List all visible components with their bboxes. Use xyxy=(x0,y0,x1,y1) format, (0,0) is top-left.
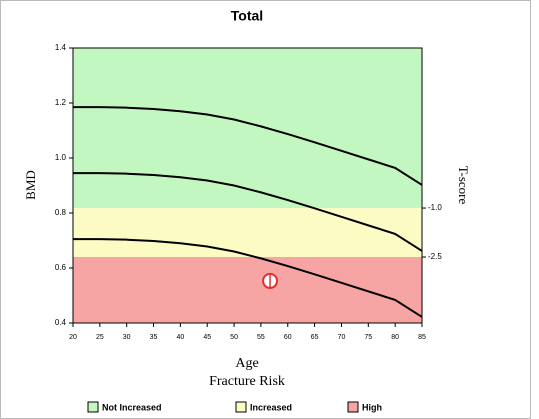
chart-title: Total xyxy=(231,8,263,24)
risk-band xyxy=(73,257,422,323)
y-tick-label: 1.0 xyxy=(55,153,67,162)
risk-band xyxy=(73,208,422,257)
y-tick-label: 1.2 xyxy=(55,98,67,107)
x-tick-label: 40 xyxy=(176,334,184,341)
reference-curve xyxy=(73,106,423,186)
x-tick-label: 50 xyxy=(230,334,238,341)
x-tick-label: 25 xyxy=(96,334,104,341)
x-tick-label: 30 xyxy=(123,334,131,341)
x-tick-label: 65 xyxy=(311,334,319,341)
y2-tick-label: -1.0 xyxy=(428,203,442,212)
x-tick-label: 60 xyxy=(284,334,292,341)
y-tick-label: 0.4 xyxy=(55,318,67,327)
legend-swatch xyxy=(235,401,247,413)
x-tick-label: 85 xyxy=(418,334,426,341)
x-tick-label: 45 xyxy=(203,334,211,341)
legend-label: Not Increased xyxy=(102,402,162,412)
x-tick-label: 70 xyxy=(338,334,346,341)
y-tick-label: 1.4 xyxy=(55,43,67,52)
legend-title: Fracture Risk xyxy=(209,374,285,389)
y-tick-label: 0.6 xyxy=(55,263,67,272)
x-tick-label: 20 xyxy=(69,334,77,341)
reference-curve xyxy=(73,172,423,252)
x-tick-label: 75 xyxy=(364,334,372,341)
y2-tick-label: -2.5 xyxy=(428,252,442,261)
y-axis-label: BMD xyxy=(23,170,38,200)
legend-label: Increased xyxy=(250,402,292,412)
x-axis-label: Age xyxy=(235,356,258,371)
legend-swatch xyxy=(87,401,99,413)
risk-band xyxy=(73,48,422,209)
legend-label: High xyxy=(362,402,382,412)
x-tick-label: 55 xyxy=(257,334,265,341)
y2-axis-label: T-score xyxy=(456,166,471,205)
x-tick-label: 35 xyxy=(150,334,158,341)
plot-border xyxy=(72,47,423,324)
x-tick-label: 80 xyxy=(391,334,399,341)
legend-swatch xyxy=(347,401,359,413)
reference-curve xyxy=(73,238,423,318)
y-tick-label: 0.8 xyxy=(55,208,67,217)
